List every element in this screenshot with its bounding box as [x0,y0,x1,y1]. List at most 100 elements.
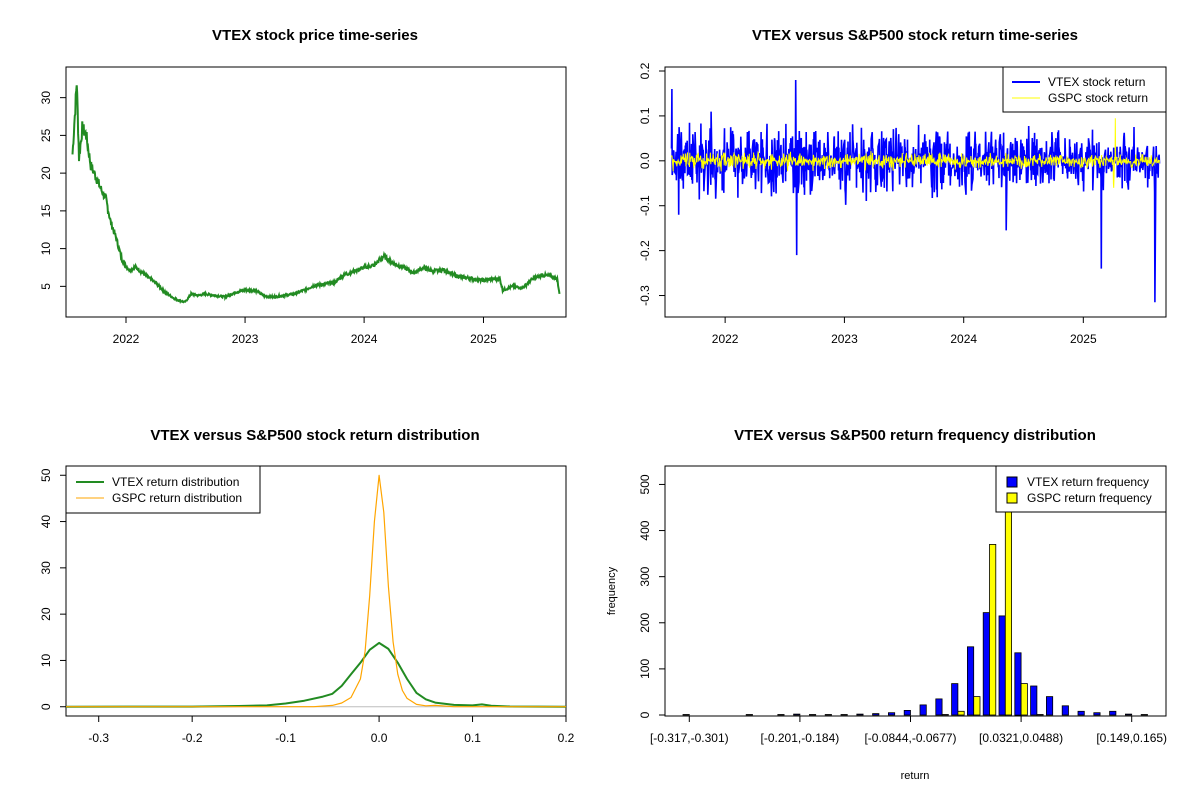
panel4-legend-label-vtex: VTEX return frequency [1027,475,1149,489]
panel4-vtex-bar [856,713,864,716]
panel4-vtex-bar [1046,696,1054,716]
panel2-y-tick-label: 0.0 [638,152,652,169]
panel1-y-tick-label: 30 [39,91,53,105]
panel2-plot-frame [664,66,1167,318]
panel3-x-tick-label: 0.2 [558,731,575,745]
panel2-x-tick-label: 2023 [831,332,858,346]
panel4-y-tick-label: 100 [638,659,652,679]
panel4-vtex-bar [793,713,801,716]
panel4-vtex-bar [951,683,959,716]
panel4-bars [682,465,1148,716]
panel4-gspc-bar [973,696,981,716]
panel3-plot-frame [65,465,567,717]
panel4-plot-frame [664,465,1167,717]
panel4-y-tick-label: 0 [638,711,652,718]
panel2-x-tick-label: 2024 [950,332,977,346]
panel4-gspc-bar [957,710,965,716]
panel3-y-tick-label: 20 [39,607,53,621]
panel-return-density: VTEX versus S&P500 stock return distribu… [39,427,575,745]
panel4-vtex-bar [998,615,1006,716]
panel4-vtex-bar [1077,710,1085,716]
panel2-x-axis: 2022 2023 2024 2025 [712,317,1097,346]
panel4-x-axis: [-0.317,-0.301) [-0.201,-0.184) [-0.0844,-… [650,716,1167,745]
panel1-y-axis: 5 10 15 20 25 30 [39,91,66,290]
panel3-series [65,474,567,708]
panel2-legend: VTEX stock return GSPC stock return [1002,66,1167,113]
panel4-x-tick-label: [0.149,0.165) [1096,731,1167,745]
panel4-vtex-bar [809,714,817,716]
panel3-gspc-density-line [66,474,566,708]
panel4-vtex-bar [903,710,911,716]
panel4-x-tick-label: [-0.0844,-0.0677) [864,731,956,745]
panel1-y-tick-label: 10 [39,242,53,256]
panel3-x-tick-label: -0.1 [275,731,296,745]
panel2-y-tick-label: -0.3 [638,285,652,306]
panel4-vtex-bar [1093,712,1101,716]
panel4-vtex-bar [682,714,690,716]
panel4-y-axis: 0 100 200 300 400 500 [638,474,665,718]
panel4-legend-key-vtex [1006,476,1018,488]
panel1-x-tick-label: 2022 [113,332,140,346]
panel-return-histogram: VTEX versus S&P500 return frequency dist… [606,427,1167,782]
panel4-y-axis-label: frequency [606,566,618,615]
panel4-legend-label-gspc: GSPC return frequency [1027,491,1152,505]
panel1-y-tick-label: 25 [39,128,53,142]
panel-return-timeseries: VTEX versus S&P500 stock return time-ser… [638,27,1167,346]
panel4-vtex-bar [967,646,975,716]
panel2-y-axis: -0.3 -0.2 -0.1 0.0 0.1 0.2 [638,62,665,306]
panel2-legend-label-gspc: GSPC stock return [1048,91,1148,105]
panel3-legend: VTEX return distribution GSPC return dis… [65,465,261,514]
panel4-y-tick-label: 300 [638,566,652,586]
panel4-legend-box [995,465,1167,513]
panel4-legend: VTEX return frequency GSPC return freque… [995,465,1167,513]
panel3-x-tick-label: 0.1 [464,731,481,745]
panel3-vtex-density-line [65,641,567,708]
panel4-legend-key-gspc [1006,492,1018,504]
panel4-vtex-bar [1109,710,1117,716]
panel4-vtex-bar [872,713,880,716]
panel4-vtex-bar [888,712,896,716]
panel2-series [670,79,1161,303]
panel1-x-tick-label: 2025 [470,332,497,346]
panel3-y-tick-label: 40 [39,515,53,529]
panel4-vtex-bar [824,714,832,716]
panel2-x-tick-label: 2025 [1070,332,1097,346]
panel4-vtex-bar [1014,652,1022,716]
panel2-y-tick-label: -0.2 [638,240,652,261]
panel4-vtex-bar [935,698,943,716]
panel2-title: VTEX versus S&P500 stock return time-ser… [752,27,1078,44]
panel1-x-tick-label: 2023 [232,332,259,346]
panel4-title: VTEX versus S&P500 return frequency dist… [734,427,1096,444]
panel2-gspc-return-line [671,118,1160,188]
panel1-plot-frame [65,66,567,318]
panel3-x-tick-label: -0.3 [88,731,109,745]
panel2-legend-label-vtex: VTEX stock return [1048,75,1145,89]
panel-price-timeseries: VTEX stock price time-series 2022 2023 202… [39,27,567,346]
panel3-legend-box [65,465,261,514]
panel1-x-axis: 2022 2023 2024 2025 [113,317,497,346]
panel3-y-tick-label: 30 [39,561,53,575]
panel3-x-tick-label: 0.0 [371,731,388,745]
panel4-vtex-bar [1030,685,1038,716]
panel4-vtex-bar [1061,705,1069,716]
panel1-title: VTEX stock price time-series [212,27,418,44]
panel4-vtex-bar [745,714,753,716]
panel3-y-axis: 0 10 20 30 40 50 [39,468,66,710]
panel3-legend-label-gspc: GSPC return distribution [112,491,242,505]
panel4-x-axis-label: return [901,770,930,782]
panel1-y-tick-label: 15 [39,204,53,218]
panel2-y-tick-label: 0.2 [638,62,652,79]
panel4-vtex-bar [1140,714,1148,716]
panel1-price-line [71,85,561,304]
panel1-y-tick-label: 5 [39,283,53,290]
panel3-y-tick-label: 50 [39,468,53,482]
panel4-y-tick-label: 200 [638,612,652,632]
panel2-y-tick-label: -0.1 [638,195,652,216]
panel4-gspc-bar [1020,683,1028,716]
panel2-legend-box [1002,66,1167,113]
panel1-series [71,85,561,304]
panel4-gspc-bar [989,544,997,716]
panel4-vtex-bar [777,714,785,716]
panel2-x-tick-label: 2022 [712,332,739,346]
